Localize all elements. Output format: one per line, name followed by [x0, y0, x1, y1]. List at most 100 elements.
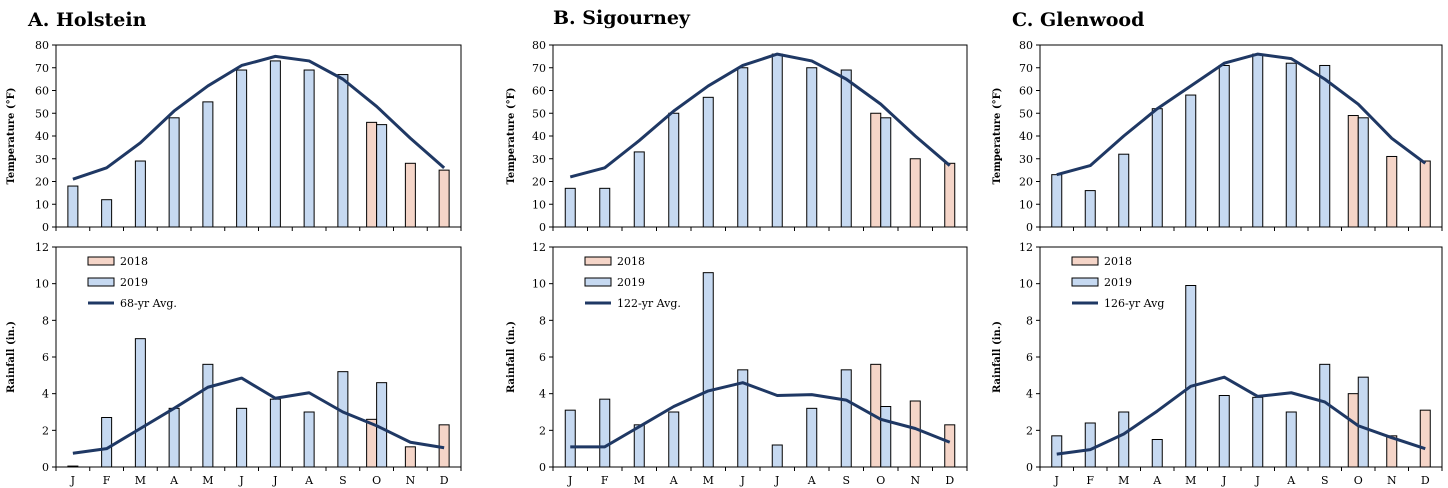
month-label: A	[1286, 474, 1296, 487]
rainfall-y-tick-label: 2	[42, 424, 49, 437]
temperature-y-tick-label: 70	[35, 62, 49, 75]
temperature-bar-2019	[376, 124, 388, 228]
rainfall-bar-2019	[771, 444, 783, 468]
month-label: M	[202, 474, 213, 487]
legend-swatch-2018	[1071, 256, 1099, 266]
month-label: N	[910, 474, 920, 487]
temperature-y-tick-label: 30	[532, 153, 546, 166]
month-label: J	[1221, 474, 1226, 487]
legend-label-2019: 2019	[120, 276, 148, 289]
rainfall-y-tick-label: 2	[1026, 424, 1033, 437]
legend-swatch-2018	[584, 256, 612, 266]
rainfall-y-tick-label: 12	[532, 241, 546, 254]
temperature-y-tick-label: 40	[1019, 130, 1033, 143]
temperature-bar-2018	[909, 158, 921, 228]
rainfall-bar-2019	[1084, 422, 1096, 468]
temperature-bar-2019	[1118, 153, 1130, 228]
temperature-y-tick-label: 70	[532, 62, 546, 75]
rainfall-y-tick-label: 8	[539, 314, 546, 327]
rainfall-bar-2019	[840, 369, 852, 468]
panel-title: B. Sigourney	[553, 7, 691, 29]
rainfall-bar-2019	[168, 407, 180, 468]
temperature-bar-2019	[1218, 64, 1230, 228]
month-label: J	[1255, 474, 1260, 487]
temperature-bar-2018	[1347, 115, 1359, 228]
temperature-bar-2019	[599, 187, 611, 228]
legend-label-2018: 2018	[120, 255, 148, 268]
month-label: O	[876, 474, 885, 487]
rainfall-y-tick-label: 12	[1019, 241, 1033, 254]
month-label: J	[272, 474, 277, 487]
rainfall-bar-2018	[909, 400, 921, 468]
temperature-bar-2019	[564, 187, 576, 228]
month-label: N	[1387, 474, 1397, 487]
temperature-bar-2019	[236, 69, 248, 228]
rainfall-bar-2019	[1285, 411, 1297, 468]
month-label: N	[406, 474, 416, 487]
temperature-bar-2019	[202, 101, 214, 228]
rainfall-bar-2019	[806, 407, 818, 468]
rainfall-bar-2019	[599, 398, 611, 468]
rainfall-bar-2019	[202, 363, 214, 468]
rainfall-plot-frame	[55, 246, 462, 468]
legend-label-average: 122-yr Avg.	[617, 297, 681, 310]
rainfall-bar-2019	[1218, 395, 1230, 468]
temperature-bar-2018	[366, 121, 378, 228]
temperature-bar-2018	[404, 162, 416, 228]
panel-title: A. Holstein	[27, 9, 147, 31]
temperature-bar-2019	[1285, 62, 1297, 228]
month-label: M	[703, 474, 714, 487]
rainfall-y-tick-label: 12	[35, 241, 49, 254]
temperature-bar-2019	[303, 69, 315, 228]
month-label: S	[339, 474, 347, 487]
rainfall-bar-2019	[1185, 285, 1197, 468]
rainfall-bar-2019	[880, 406, 892, 468]
temperature-y-tick-label: 40	[532, 130, 546, 143]
rainfall-y-tick-label: 0	[1026, 461, 1033, 474]
temperature-plot-frame	[1039, 44, 1443, 228]
rainfall-bar-2019	[737, 369, 749, 468]
month-label: J	[1054, 474, 1059, 487]
month-label: M	[634, 474, 645, 487]
temperature-bar-2019	[633, 151, 645, 228]
temperature-bar-2019	[1185, 94, 1197, 228]
temperature-axis-label: Temperature (°F)	[992, 88, 1003, 185]
month-label: M	[1118, 474, 1129, 487]
rainfall-bar-2019	[1151, 439, 1163, 468]
temperature-bar-2019	[269, 60, 281, 228]
month-label: O	[1354, 474, 1363, 487]
temperature-y-tick-label: 80	[35, 39, 49, 52]
month-label: S	[842, 474, 850, 487]
temperature-bar-2018	[944, 162, 956, 228]
temperature-y-tick-label: 60	[35, 85, 49, 98]
rainfall-bar-2019	[303, 411, 315, 468]
legend-label-2018: 2018	[1104, 255, 1132, 268]
month-label: M	[1185, 474, 1196, 487]
legend-swatch-2019	[1071, 277, 1099, 287]
temperature-y-tick-label: 20	[532, 176, 546, 189]
temperature-y-tick-label: 10	[532, 198, 546, 211]
temperature-bar-2019	[101, 199, 113, 228]
temperature-y-tick-label: 20	[35, 176, 49, 189]
temperature-axis-label: Temperature (°F)	[506, 88, 517, 185]
rainfall-axis-label: Rainfall (in.)	[506, 321, 517, 393]
rainfall-bar-2019	[633, 424, 645, 468]
rainfall-y-tick-label: 10	[1019, 278, 1033, 291]
month-label: J	[70, 474, 75, 487]
month-label: J	[238, 474, 243, 487]
temperature-average-line	[72, 54, 446, 181]
month-label: D	[440, 474, 449, 487]
legend-swatch-2019	[584, 277, 612, 287]
temperature-y-tick-label: 10	[1019, 198, 1033, 211]
rainfall-y-tick-label: 0	[42, 461, 49, 474]
month-label: A	[169, 474, 179, 487]
temperature-y-tick-label: 40	[35, 130, 49, 143]
temperature-y-tick-label: 30	[35, 153, 49, 166]
rainfall-bar-2018	[1419, 409, 1431, 468]
temperature-y-tick-label: 50	[532, 107, 546, 120]
temperature-y-tick-label: 30	[1019, 153, 1033, 166]
month-label: D	[945, 474, 954, 487]
temperature-y-tick-label: 0	[539, 221, 546, 234]
temperature-y-tick-label: 0	[42, 221, 49, 234]
